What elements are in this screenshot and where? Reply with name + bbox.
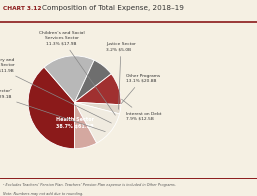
- Text: Health Sector
38.7% $61.3B: Health Sector 38.7% $61.3B: [56, 117, 94, 129]
- Text: Postsecondary and
Training Sector
7.6% $11.9B: Postsecondary and Training Sector 7.6% $…: [0, 58, 111, 123]
- Wedge shape: [44, 56, 94, 102]
- Text: Education Sector¹
18.3% $29.1B: Education Sector¹ 18.3% $29.1B: [0, 90, 105, 132]
- Text: Interest on Debt
7.9% $12.5B: Interest on Debt 7.9% $12.5B: [122, 99, 161, 121]
- Text: Other Programs
13.1% $20.8B: Other Programs 13.1% $20.8B: [121, 74, 160, 103]
- Text: Justice Sector
3.2% $5.0B: Justice Sector 3.2% $5.0B: [106, 42, 136, 109]
- Wedge shape: [75, 74, 121, 105]
- Text: Note: Numbers may not add due to rounding.: Note: Numbers may not add due to roundin…: [3, 192, 83, 196]
- Text: ¹ Excludes Teachers’ Pension Plan. Teachers’ Pension Plan expense is included in: ¹ Excludes Teachers’ Pension Plan. Teach…: [3, 183, 176, 187]
- Wedge shape: [75, 102, 121, 114]
- Text: Children’s and Social
Services Sector
11.3% $17.9B: Children’s and Social Services Sector 11…: [39, 31, 115, 115]
- Wedge shape: [75, 60, 111, 102]
- Text: CHART 3.12: CHART 3.12: [3, 6, 41, 11]
- Wedge shape: [75, 102, 97, 149]
- Text: Composition of Total Expense, 2018–19: Composition of Total Expense, 2018–19: [42, 5, 184, 11]
- Wedge shape: [75, 102, 120, 143]
- Wedge shape: [28, 67, 75, 149]
